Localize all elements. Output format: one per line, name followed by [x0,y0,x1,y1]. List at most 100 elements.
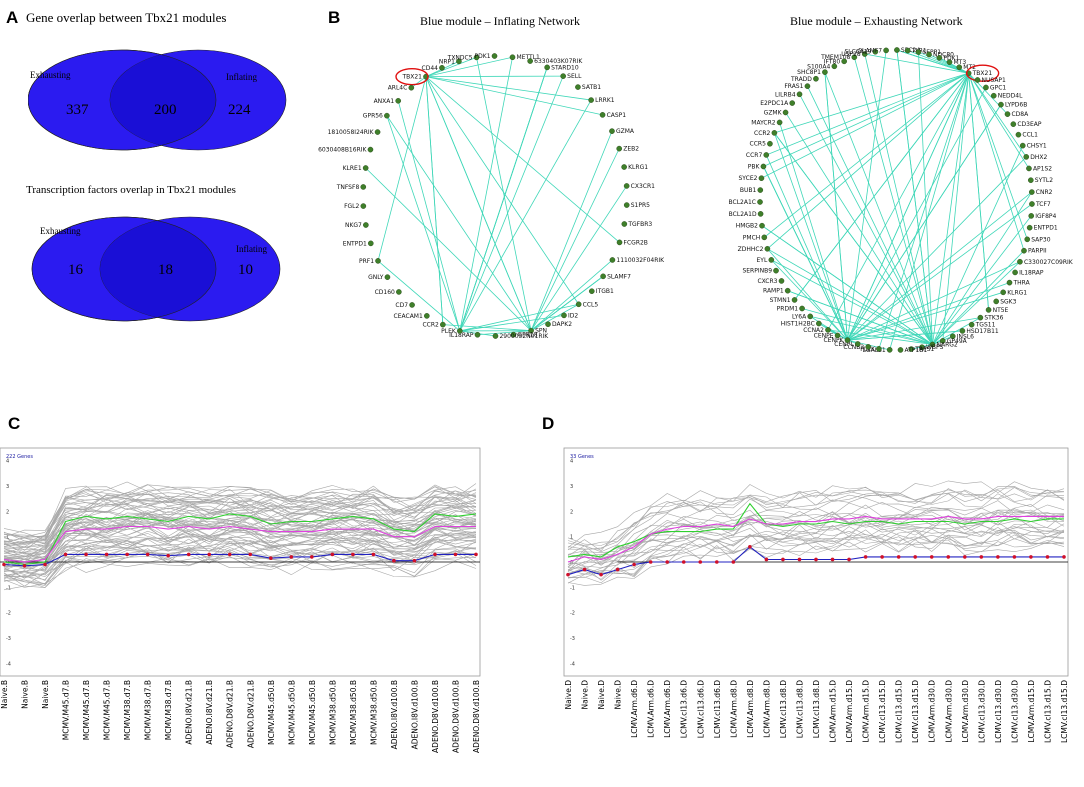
network-edge [426,75,564,78]
network-node [968,321,975,328]
gene-profile-line [3,504,477,548]
network-node-label: C330027C09RIK [1024,259,1074,266]
network-edge [824,71,933,345]
x-tick-label: ADENO.D8V.d100.B [431,680,440,753]
y-tick-label: 3 [570,484,573,490]
highlight-ring [965,64,1000,82]
x-tick-label: LCMV.Arm.d15.D [845,680,854,743]
network-node [1021,247,1027,254]
network-edge [932,191,1033,345]
network-edge [365,167,532,331]
network-node-label: WBPS [926,344,944,351]
network-node [897,347,904,353]
network-node [1015,131,1022,138]
network-node-label: SATB1 [582,84,601,91]
network-node [609,257,616,263]
network-edge [476,57,532,331]
gene-count-label: 33 Genes [570,454,594,460]
blue-series-line [3,553,476,567]
network-edge [853,57,933,345]
network-node [1029,189,1035,195]
gene-profiles [567,480,1065,586]
x-tick-label: MCMV.M38.d7.B [144,680,153,740]
network-node [761,234,768,241]
network-node-label: NUSAP1 [982,77,1007,84]
mean-point [748,545,752,549]
network-node [560,73,566,79]
network-node [609,128,615,134]
network-node [1006,279,1013,286]
network-node-label: S100A4 [807,63,830,70]
network-node [360,184,367,190]
x-tick-label: LCMV.cl13.d30.D [977,680,986,743]
network-node-label: SYCE2 [738,175,757,182]
network-edge [847,104,1002,341]
mean-point [880,555,884,559]
x-tick-label: MCMV.M45.d7.B [82,680,91,740]
x-tick-label: LCMV.cl13.d15.D [878,680,887,743]
network-edge [771,259,933,345]
y-tick-label: 1 [570,535,573,541]
mean-point [814,557,818,562]
network-node-label: THRA [1013,280,1031,287]
network-node [374,129,381,135]
network-edge [530,303,579,332]
gene-profile-line [3,492,477,544]
network-node [599,112,606,118]
mean-point [731,560,736,564]
mean-point [186,552,191,557]
x-tick-label: LCMV.cl13.d30.D [1010,680,1019,743]
network-node [456,58,462,65]
network-node [758,175,765,181]
network-node [974,77,981,83]
network-edge [459,99,592,332]
network-node-label: ZDHHC2 [738,246,764,253]
x-tick-label: MCMV.M45.d7.B [103,680,112,740]
network-edge [896,49,933,345]
network-edge [847,330,963,341]
network-node-label: CENPK [823,337,844,344]
network-node-label: ID2 [568,312,578,319]
network-node-label: 6030408B16RIK [318,147,367,154]
network-node [1026,224,1033,231]
network-node-label: PMCH [743,234,761,241]
network-node [949,333,956,340]
network-edge [530,148,620,331]
network-node-label: GP49A [947,338,968,345]
network-node-label: METTL1 [516,54,540,61]
x-tick-label: MCMV.M45.d7.B [62,680,71,740]
mean-point [599,572,603,577]
venn2-right-label: Inflating [236,244,267,254]
network-node-label: ENTPD1 [343,240,367,247]
network-node [939,338,946,344]
mean-point [371,552,376,557]
x-tick-label: MCMV.M45.d50.B [308,680,317,745]
mean-point [2,562,6,567]
gene-profile-line [3,511,477,553]
mean-point [963,555,967,559]
network-node [561,312,567,319]
mean-point [330,552,335,557]
network-edge [386,115,461,332]
network-edge [774,132,848,341]
network-edge [896,49,969,74]
network-node [509,54,516,61]
network-node-label: BCL2A1C [729,199,756,206]
network-node [825,327,831,333]
mean-point [1012,555,1017,559]
gene-profile-line [3,492,477,538]
mean-point [996,555,1000,559]
network-node [384,112,390,119]
gene-profile-line [567,536,1065,578]
network-node-label: PARPII [1028,248,1047,255]
network-node [796,91,803,98]
network-node [1026,165,1032,172]
gene-profile-line [3,537,477,579]
network-node-label: SPC24 [901,47,920,54]
network-node-label: MT3 [954,59,967,66]
network-node [763,152,770,158]
gene-profile-line [3,536,477,576]
